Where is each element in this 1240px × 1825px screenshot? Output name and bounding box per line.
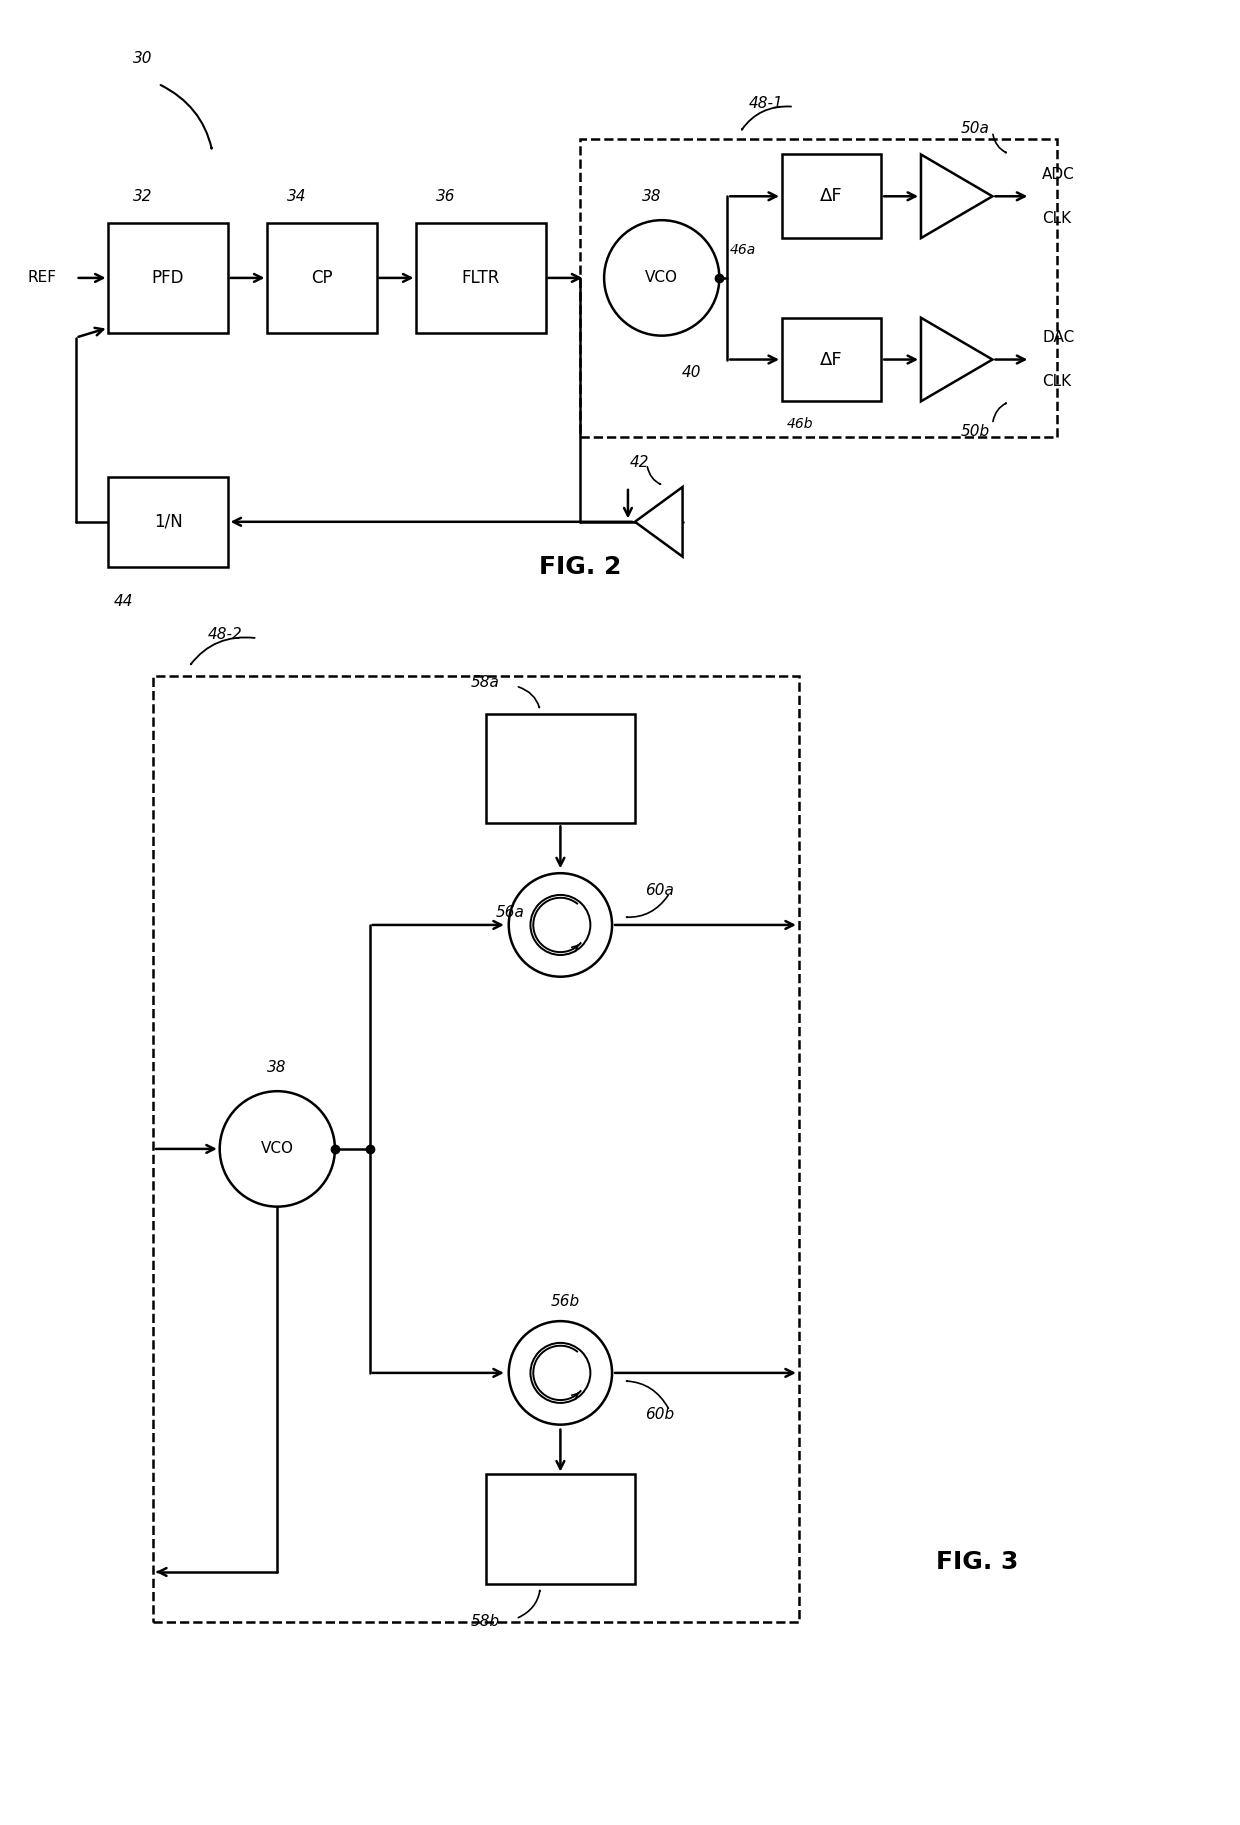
FancyArrowPatch shape — [993, 403, 1006, 422]
Text: 38: 38 — [268, 1060, 286, 1075]
Text: 46a: 46a — [729, 243, 755, 257]
Text: 58b: 58b — [471, 1615, 500, 1630]
FancyBboxPatch shape — [108, 476, 228, 566]
Text: 42: 42 — [630, 454, 650, 469]
Text: 60a: 60a — [645, 883, 673, 898]
Text: 38: 38 — [642, 188, 661, 204]
Text: 56a: 56a — [496, 905, 525, 920]
Text: FIG. 3: FIG. 3 — [936, 1549, 1019, 1573]
Text: 48-2: 48-2 — [208, 626, 243, 642]
Text: FIG. 2: FIG. 2 — [539, 555, 621, 579]
Circle shape — [508, 1321, 613, 1425]
Text: FLTR: FLTR — [461, 268, 500, 287]
Text: 30: 30 — [133, 51, 153, 66]
FancyBboxPatch shape — [782, 318, 882, 402]
Circle shape — [604, 221, 719, 336]
Text: 48-1: 48-1 — [749, 97, 784, 111]
FancyArrowPatch shape — [518, 1591, 541, 1617]
Text: 44: 44 — [113, 593, 133, 610]
Text: 1/N: 1/N — [154, 513, 182, 531]
Text: DAC: DAC — [1042, 330, 1074, 345]
Text: CLK: CLK — [1042, 210, 1071, 226]
FancyArrowPatch shape — [647, 467, 661, 484]
FancyBboxPatch shape — [268, 223, 377, 332]
Text: 40: 40 — [682, 365, 701, 380]
Text: 56b: 56b — [551, 1294, 579, 1309]
Text: 58a: 58a — [471, 675, 500, 690]
Text: CP: CP — [311, 268, 332, 287]
Polygon shape — [921, 155, 992, 237]
FancyArrowPatch shape — [993, 135, 1006, 153]
FancyArrowPatch shape — [626, 1382, 668, 1409]
Circle shape — [219, 1091, 335, 1206]
FancyBboxPatch shape — [782, 155, 882, 237]
Text: ΔF: ΔF — [820, 188, 843, 204]
FancyBboxPatch shape — [486, 1475, 635, 1584]
Text: CLK: CLK — [1042, 374, 1071, 389]
FancyBboxPatch shape — [486, 714, 635, 823]
Text: VCO: VCO — [260, 1141, 294, 1157]
FancyBboxPatch shape — [580, 139, 1056, 438]
Text: 50b: 50b — [961, 423, 990, 438]
FancyBboxPatch shape — [417, 223, 546, 332]
Text: 32: 32 — [133, 188, 153, 204]
Text: ΔF: ΔF — [820, 350, 843, 369]
FancyArrowPatch shape — [742, 106, 791, 130]
FancyArrowPatch shape — [518, 686, 539, 708]
FancyArrowPatch shape — [626, 896, 668, 918]
Text: PFD: PFD — [151, 268, 185, 287]
Circle shape — [531, 1343, 590, 1403]
Circle shape — [531, 894, 590, 954]
Polygon shape — [921, 318, 992, 402]
FancyBboxPatch shape — [154, 675, 799, 1622]
Circle shape — [508, 872, 613, 976]
FancyArrowPatch shape — [161, 86, 212, 148]
Polygon shape — [635, 487, 682, 557]
Text: 34: 34 — [288, 188, 306, 204]
Text: ADC: ADC — [1042, 166, 1075, 182]
FancyBboxPatch shape — [108, 223, 228, 332]
Text: 60b: 60b — [645, 1407, 675, 1422]
Text: REF: REF — [27, 270, 56, 285]
Text: VCO: VCO — [645, 270, 678, 285]
Text: 36: 36 — [436, 188, 456, 204]
FancyArrowPatch shape — [191, 637, 254, 664]
Text: 46b: 46b — [787, 418, 813, 431]
Text: 50a: 50a — [961, 120, 990, 137]
